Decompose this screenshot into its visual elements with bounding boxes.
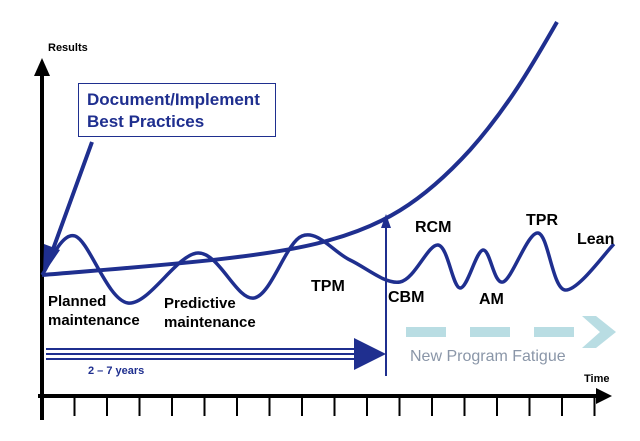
duration-arrow <box>46 338 386 370</box>
x-axis-ticks <box>41 396 596 416</box>
program-label-am: AM <box>479 291 504 308</box>
y-axis-arrowhead <box>34 58 50 76</box>
x-axis-label: Time <box>584 373 610 385</box>
phase-planned-maintenance: Planned maintenance <box>48 293 140 329</box>
fatigue-label: New Program Fatigue <box>410 348 566 365</box>
fatigue-dashed-arrow <box>406 316 616 348</box>
callout-line-2: Best Practices <box>87 112 205 131</box>
callout-pointer-line <box>50 141 94 253</box>
y-axis-label: Results <box>48 42 88 54</box>
program-label-rcm: RCM <box>415 219 452 236</box>
program-wave-line <box>40 231 616 305</box>
program-label-tpm: TPM <box>311 278 345 295</box>
callout-pointer-arrowhead <box>43 244 60 275</box>
best-practices-callout: Document/Implement Best Practices <box>78 83 276 137</box>
callout-line-1: Document/Implement <box>87 90 260 109</box>
time-marker-arrowhead <box>381 214 391 228</box>
program-label-cbm: CBM <box>388 289 425 306</box>
phase-predictive-maintenance: Predictive maintenance <box>164 295 256 331</box>
x-axis-arrowhead <box>596 388 612 404</box>
program-label-tpr: TPR <box>526 212 558 229</box>
duration-label: 2 – 7 years <box>88 365 145 377</box>
program-label-lean: Lean <box>577 231 615 248</box>
